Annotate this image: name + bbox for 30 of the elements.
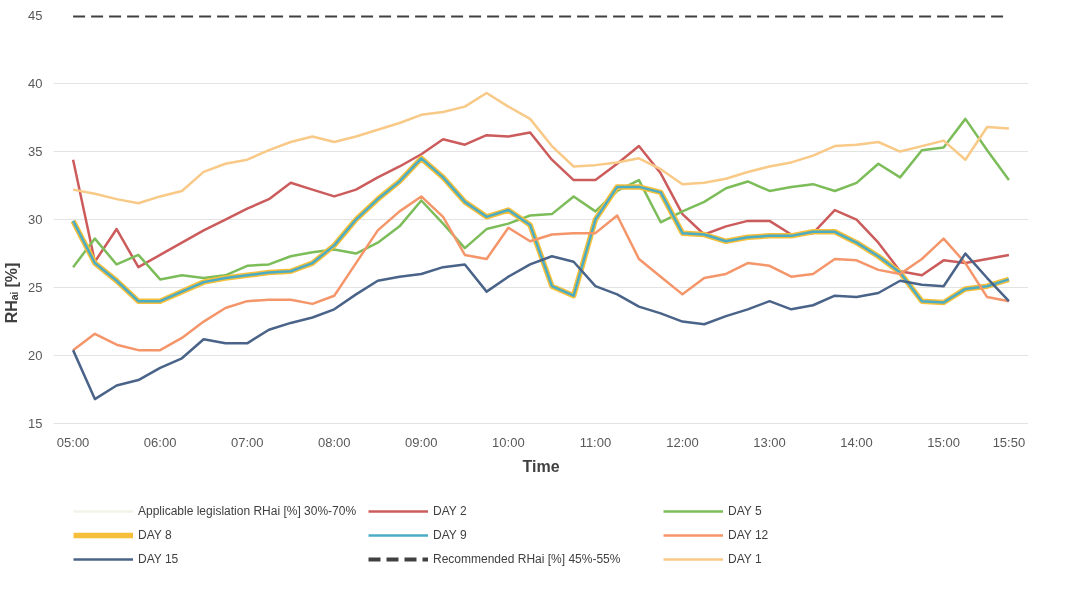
- x-tick-label: 07:00: [230, 434, 264, 450]
- x-tick-label: 10:00: [492, 434, 525, 450]
- y-tick-label: 30: [28, 212, 43, 228]
- legend-label: DAY 5: [728, 504, 763, 518]
- y-tick-label: 40: [28, 76, 43, 92]
- x-tick-label: 06:00: [143, 434, 177, 450]
- x-tick-label: 08:00: [317, 434, 351, 450]
- legend-label: DAY 12: [728, 528, 770, 542]
- legend-label: DAY 8: [138, 528, 173, 542]
- x-tick-label: 12:00: [666, 434, 699, 450]
- y-tick-label: 45: [28, 8, 43, 23]
- y-tick-label: 35: [28, 144, 43, 160]
- x-tick-label: 11:00: [579, 434, 612, 450]
- x-tick-label: 09:00: [405, 434, 438, 450]
- legend-label: Recommended RHai [%] 45%-55%: [433, 552, 622, 566]
- x-axis-title: Time: [522, 457, 560, 475]
- legend-label: DAY 9: [433, 528, 468, 542]
- y-tick-label: 15: [28, 416, 43, 432]
- y-axis-title: RHₐᵢ [%]: [3, 262, 21, 324]
- legend-label: Applicable legislation RHai [%] 30%-70%: [138, 504, 358, 518]
- legend-label: DAY 2: [433, 504, 468, 518]
- x-tick-label: 14:00: [840, 434, 873, 450]
- legend-label: DAY 15: [138, 552, 180, 566]
- legend-label: DAY 1: [728, 552, 763, 566]
- y-tick-label: 25: [28, 280, 43, 296]
- x-tick-label: 13:00: [753, 434, 786, 450]
- x-tick-label: 05:00: [56, 434, 90, 450]
- x-tick-label: 15:50: [992, 434, 1026, 450]
- y-tick-label: 20: [28, 348, 43, 364]
- x-tick-label: 15:00: [927, 434, 960, 450]
